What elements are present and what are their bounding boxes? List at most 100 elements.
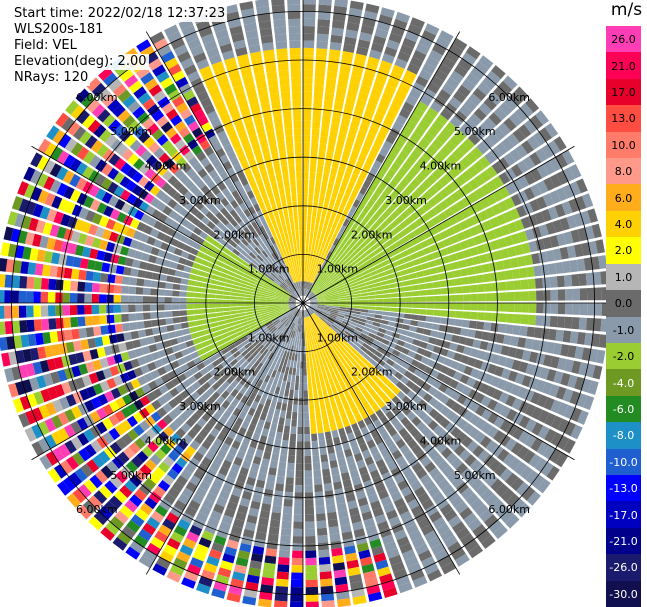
- range-gate-cell: [499, 292, 508, 302]
- range-gate-cell: [254, 316, 263, 322]
- range-gate-cell: [441, 255, 451, 264]
- range-gate-cell: [490, 478, 504, 492]
- range-gate-cell: [195, 151, 207, 162]
- range-gate-cell: [6, 336, 15, 350]
- range-gate-cell: [299, 266, 302, 274]
- range-gate-cell: [1, 352, 11, 367]
- range-gate-cell: [259, 233, 266, 242]
- range-gate-cell: [422, 415, 433, 426]
- range-gate-cell: [329, 459, 338, 469]
- range-gate-cell: [339, 225, 346, 234]
- range-gate-cell: [536, 441, 550, 456]
- range-gate-cell: [237, 153, 247, 164]
- range-gate-cell: [277, 313, 285, 318]
- ppi-plot: 1.00km2.00km3.00km4.00km5.00km6.00km1.00…: [0, 0, 606, 607]
- range-gate-cell: [77, 293, 85, 303]
- range-gate-cell: [179, 544, 194, 557]
- range-gate-cell: [366, 316, 375, 322]
- range-gate-cell: [230, 157, 240, 167]
- range-gate-cell: [355, 326, 363, 333]
- range-gate-cell: [439, 188, 450, 199]
- range-gate-cell: [79, 258, 89, 269]
- range-gate-cell: [480, 488, 494, 502]
- range-gate-cell: [189, 184, 200, 195]
- range-gate-cell: [258, 517, 269, 527]
- range-gate-cell: [422, 202, 432, 212]
- range-gate-cell: [205, 211, 215, 221]
- range-gate-cell: [257, 472, 267, 482]
- range-gate-cell: [394, 138, 405, 150]
- range-gate-cell: [348, 276, 357, 282]
- range-gate-cell: [358, 368, 367, 377]
- range-gate-cell: [495, 333, 505, 344]
- range-gate-cell: [397, 297, 406, 303]
- range-gate-cell: [386, 325, 395, 332]
- range-gate-cell: [600, 271, 606, 285]
- range-gate-cell: [217, 243, 226, 252]
- range-gate-cell: [531, 406, 543, 420]
- range-gate-cell: [474, 265, 483, 274]
- range-gate-cell: [379, 367, 388, 376]
- range-gate-cell: [184, 31, 199, 44]
- range-gate-cell: [205, 363, 215, 372]
- range-gate-cell: [152, 388, 163, 399]
- range-gate-cell: [33, 319, 42, 332]
- range-gate-cell: [383, 502, 395, 514]
- range-gate-cell: [484, 514, 499, 528]
- range-gate-cell: [437, 331, 446, 340]
- range-gate-cell: [243, 226, 251, 235]
- range-gate-cell: [276, 242, 282, 250]
- range-gate-cell: [330, 291, 339, 296]
- range-gate-cell: [278, 461, 287, 470]
- range-gate-cell: [220, 239, 229, 248]
- range-gate-cell: [281, 296, 290, 300]
- range-gate-cell: [570, 407, 582, 422]
- range-gate-cell: [58, 253, 68, 266]
- range-gate-cell: [353, 311, 361, 315]
- range-gate-cell: [124, 257, 134, 267]
- range-gate-cell: [128, 80, 143, 94]
- range-gate-cell: [293, 360, 297, 369]
- colorbar-tick-label: -1.0: [612, 323, 635, 337]
- range-gate-cell: [480, 395, 492, 407]
- range-gate-cell: [252, 328, 261, 335]
- range-gate-cell: [307, 291, 313, 298]
- range-gate-cell: [274, 490, 284, 499]
- range-gate-cell: [45, 451, 59, 466]
- range-gate-cell: [0, 290, 5, 303]
- range-gate-cell: [393, 568, 408, 580]
- range-gate-cell: [486, 70, 501, 85]
- range-gate-cell: [282, 106, 292, 115]
- range-gate-cell: [527, 278, 536, 289]
- range-gate-cell: [192, 550, 207, 562]
- range-gate-cell: [406, 231, 416, 240]
- range-gate-cell: [290, 314, 296, 322]
- range-gate-cell: [327, 219, 334, 228]
- range-gate-cell: [89, 425, 102, 438]
- range-gate-cell: [304, 455, 312, 464]
- range-gate-cell: [436, 372, 446, 382]
- range-gate-cell: [291, 572, 303, 580]
- range-gate-cell: [347, 376, 355, 385]
- range-gate-cell: [529, 152, 542, 166]
- range-gate-cell: [221, 268, 230, 275]
- range-gate-cell: [235, 196, 244, 206]
- range-gate-cell: [208, 485, 220, 497]
- range-gate-cell: [462, 285, 471, 294]
- range-gate-cell: [297, 289, 301, 297]
- range-gate-cell: [524, 119, 538, 134]
- range-gate-cell: [333, 436, 341, 446]
- range-gate-cell: [261, 458, 270, 467]
- range-gate-cell: [168, 210, 179, 220]
- range-gate-cell: [506, 313, 515, 324]
- range-gate-cell: [447, 279, 456, 287]
- range-gate-cell: [506, 291, 515, 302]
- range-gate-cell: [279, 77, 290, 86]
- range-gate-cell: [56, 330, 66, 342]
- range-gate-cell: [281, 99, 291, 108]
- range-gate-cell: [531, 339, 541, 351]
- range-gate-cell: [99, 315, 108, 325]
- range-gate-cell: [384, 437, 395, 448]
- range-gate-cell: [277, 257, 283, 266]
- range-gate-cell: [215, 201, 225, 211]
